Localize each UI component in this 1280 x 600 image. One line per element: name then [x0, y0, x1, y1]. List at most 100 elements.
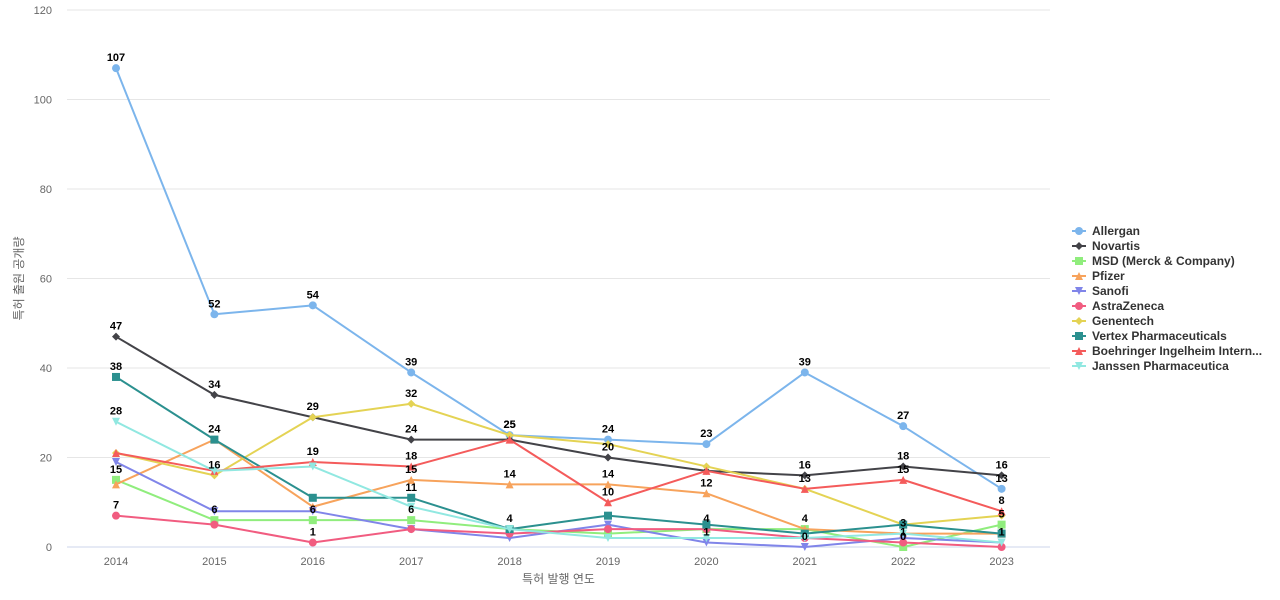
legend-item[interactable]: MSD (Merck & Company)	[1072, 254, 1235, 268]
data-point[interactable]	[899, 534, 908, 543]
data-point[interactable]	[604, 520, 612, 529]
data-point[interactable]	[800, 529, 809, 538]
data-point[interactable]	[702, 489, 711, 498]
data-point[interactable]	[899, 462, 908, 471]
data-point[interactable]	[210, 435, 219, 444]
data-point[interactable]	[407, 502, 416, 511]
data-point[interactable]	[112, 332, 120, 341]
data-point[interactable]	[702, 462, 711, 471]
legend-marker[interactable]	[1075, 317, 1083, 325]
data-point[interactable]	[800, 471, 809, 480]
data-point[interactable]	[702, 440, 711, 449]
data-point[interactable]	[505, 431, 514, 440]
data-point[interactable]	[112, 64, 120, 73]
legend-item[interactable]: Allergan	[1072, 224, 1140, 238]
data-point[interactable]	[899, 529, 908, 538]
data-point[interactable]	[997, 507, 1006, 516]
legend-marker[interactable]	[1075, 257, 1083, 265]
data-point[interactable]	[604, 435, 612, 444]
data-point[interactable]	[210, 310, 219, 319]
data-point[interactable]	[604, 480, 612, 489]
data-point[interactable]	[997, 538, 1006, 547]
data-point[interactable]	[997, 520, 1006, 529]
data-point[interactable]	[112, 449, 120, 458]
data-point[interactable]	[899, 520, 908, 529]
data-point[interactable]	[604, 534, 612, 543]
data-point[interactable]	[112, 417, 120, 426]
data-point[interactable]	[505, 525, 514, 534]
data-point[interactable]	[407, 399, 416, 408]
data-point[interactable]	[997, 543, 1006, 551]
data-point[interactable]	[210, 466, 219, 475]
legend-item[interactable]: Janssen Pharmaceutica	[1072, 359, 1229, 373]
legend-marker[interactable]	[1075, 242, 1083, 250]
data-point[interactable]	[800, 484, 809, 493]
data-point[interactable]	[604, 511, 612, 520]
data-point[interactable]	[899, 422, 908, 431]
data-point[interactable]	[112, 457, 120, 466]
data-point[interactable]	[407, 475, 416, 484]
data-point[interactable]	[505, 480, 514, 489]
legend-marker[interactable]	[1075, 302, 1083, 310]
data-point[interactable]	[210, 507, 219, 516]
data-point[interactable]	[997, 484, 1006, 493]
data-point[interactable]	[210, 390, 219, 399]
data-point[interactable]	[308, 301, 317, 310]
data-point[interactable]	[407, 493, 416, 502]
data-label: 24	[405, 424, 418, 436]
data-point[interactable]	[308, 507, 317, 516]
data-point[interactable]	[604, 440, 612, 449]
data-point[interactable]	[210, 520, 219, 529]
series-line	[115, 402, 1003, 526]
data-point[interactable]	[800, 368, 809, 377]
data-point[interactable]	[112, 511, 120, 520]
data-point[interactable]	[407, 525, 416, 534]
data-point[interactable]	[210, 516, 219, 525]
data-point[interactable]	[702, 520, 711, 529]
legend-item[interactable]: Vertex Pharmaceuticals	[1072, 329, 1227, 343]
data-point[interactable]	[308, 462, 317, 471]
x-tick-label: 2023	[989, 556, 1013, 568]
legend-marker[interactable]	[1075, 287, 1083, 295]
data-point[interactable]	[899, 475, 908, 484]
legend-item[interactable]: Genentech	[1072, 314, 1154, 328]
data-point[interactable]	[702, 538, 711, 547]
data-point[interactable]	[112, 480, 120, 489]
legend-item[interactable]: Sanofi	[1072, 284, 1129, 298]
legend-item[interactable]: Novartis	[1072, 239, 1140, 253]
data-point[interactable]	[604, 453, 612, 462]
data-point[interactable]	[800, 543, 809, 551]
data-point[interactable]	[899, 543, 908, 551]
legend-marker[interactable]	[1075, 332, 1083, 340]
data-point[interactable]	[308, 413, 317, 422]
data-point[interactable]	[505, 435, 514, 444]
legend-item[interactable]: AstraZeneca	[1072, 299, 1164, 313]
legend-marker[interactable]	[1075, 272, 1083, 280]
data-point[interactable]	[997, 529, 1006, 538]
data-point[interactable]	[702, 466, 711, 475]
data-point[interactable]	[407, 435, 416, 444]
data-point[interactable]	[112, 372, 120, 381]
series-group	[112, 64, 1006, 551]
legend-item[interactable]: Pfizer	[1072, 269, 1125, 283]
data-label: 7	[113, 500, 119, 512]
data-point[interactable]	[997, 471, 1006, 480]
data-point[interactable]	[112, 475, 120, 484]
legend-marker[interactable]	[1075, 362, 1083, 370]
data-point[interactable]	[604, 529, 612, 538]
data-point[interactable]	[308, 538, 317, 547]
data-point[interactable]	[899, 538, 908, 547]
data-point[interactable]	[604, 525, 612, 534]
data-point[interactable]	[308, 516, 317, 525]
data-point[interactable]	[800, 534, 809, 543]
data-point[interactable]	[407, 368, 416, 377]
data-point[interactable]	[407, 516, 416, 525]
legend-item[interactable]: Boehringer Ingelheim Intern...	[1072, 344, 1262, 358]
legend-marker[interactable]	[1075, 227, 1083, 235]
data-point[interactable]	[702, 534, 711, 543]
data-point[interactable]	[308, 493, 317, 502]
legend-marker[interactable]	[1075, 347, 1083, 355]
data-point[interactable]	[604, 498, 612, 507]
data-point[interactable]	[407, 462, 416, 471]
